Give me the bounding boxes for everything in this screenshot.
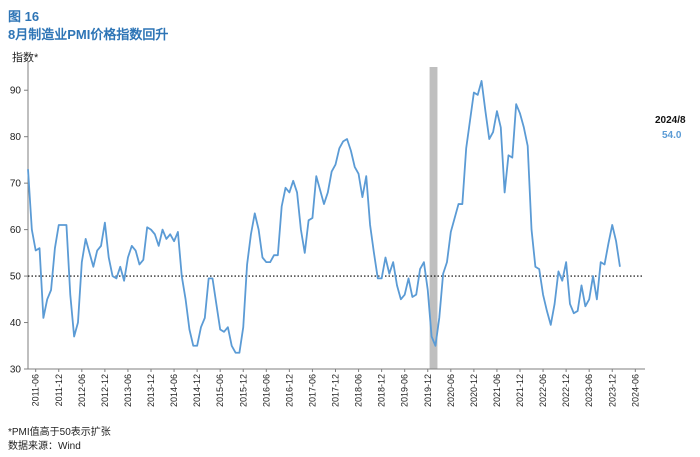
- footnote: *PMI值高于50表示扩张: [8, 427, 111, 438]
- x-tick-label: 2013-06: [123, 374, 133, 407]
- x-tick-label: 2023-12: [607, 374, 617, 407]
- x-tick-label: 2012-06: [77, 374, 87, 407]
- x-tick-label: 2014-12: [192, 374, 202, 407]
- x-tick-label: 2018-06: [354, 374, 364, 407]
- y-tick-label: 50: [10, 272, 22, 283]
- x-tick-label: 2022-12: [561, 374, 571, 407]
- x-tick-label: 2021-12: [515, 374, 525, 407]
- x-tick-label: 2024-06: [630, 374, 640, 407]
- x-tick-label: 2015-12: [238, 374, 248, 407]
- y-tick-label: 30: [10, 365, 22, 376]
- x-tick-label: 2011-06: [31, 374, 41, 406]
- x-tick-label: 2021-06: [492, 374, 502, 407]
- latest-value-label: 54.0: [662, 130, 682, 141]
- x-tick-label: 2016-06: [261, 374, 271, 407]
- x-tick-label: 2015-06: [215, 374, 225, 407]
- x-tick-label: 2019-06: [400, 374, 410, 407]
- latest-period-label: 2024/8: [655, 115, 686, 126]
- y-tick-label: 90: [10, 86, 22, 97]
- x-tick-label: 2013-12: [146, 374, 156, 407]
- x-tick-label: 2014-06: [169, 374, 179, 407]
- x-tick-label: 2012-12: [100, 374, 110, 407]
- chart-title: 8月制造业PMI价格指数回升: [8, 27, 169, 42]
- y-axis-label: 指数*: [12, 52, 39, 64]
- figure-label: 图 16: [8, 9, 40, 24]
- series-line-0: [27, 80, 621, 354]
- x-tick-label: 2018-12: [377, 374, 387, 407]
- x-tick-label: 2020-12: [469, 374, 479, 407]
- y-tick-label: 70: [10, 179, 22, 190]
- x-tick-label: 2017-12: [331, 374, 341, 407]
- x-tick-label: 2016-12: [284, 374, 294, 407]
- y-tick-label: 60: [10, 225, 22, 236]
- x-tick-label: 2011-12: [54, 374, 64, 406]
- x-tick-label: 2022-06: [538, 374, 548, 407]
- x-tick-label: 2017-06: [307, 374, 317, 407]
- y-tick-label: 80: [10, 132, 22, 143]
- y-tick-label: 40: [10, 318, 22, 329]
- data-source: 数据来源：Wind: [8, 441, 81, 452]
- x-tick-label: 2019-12: [423, 374, 433, 407]
- shaded-period: [429, 67, 438, 369]
- x-tick-label: 2020-06: [446, 374, 456, 407]
- x-tick-label: 2023-06: [584, 374, 594, 407]
